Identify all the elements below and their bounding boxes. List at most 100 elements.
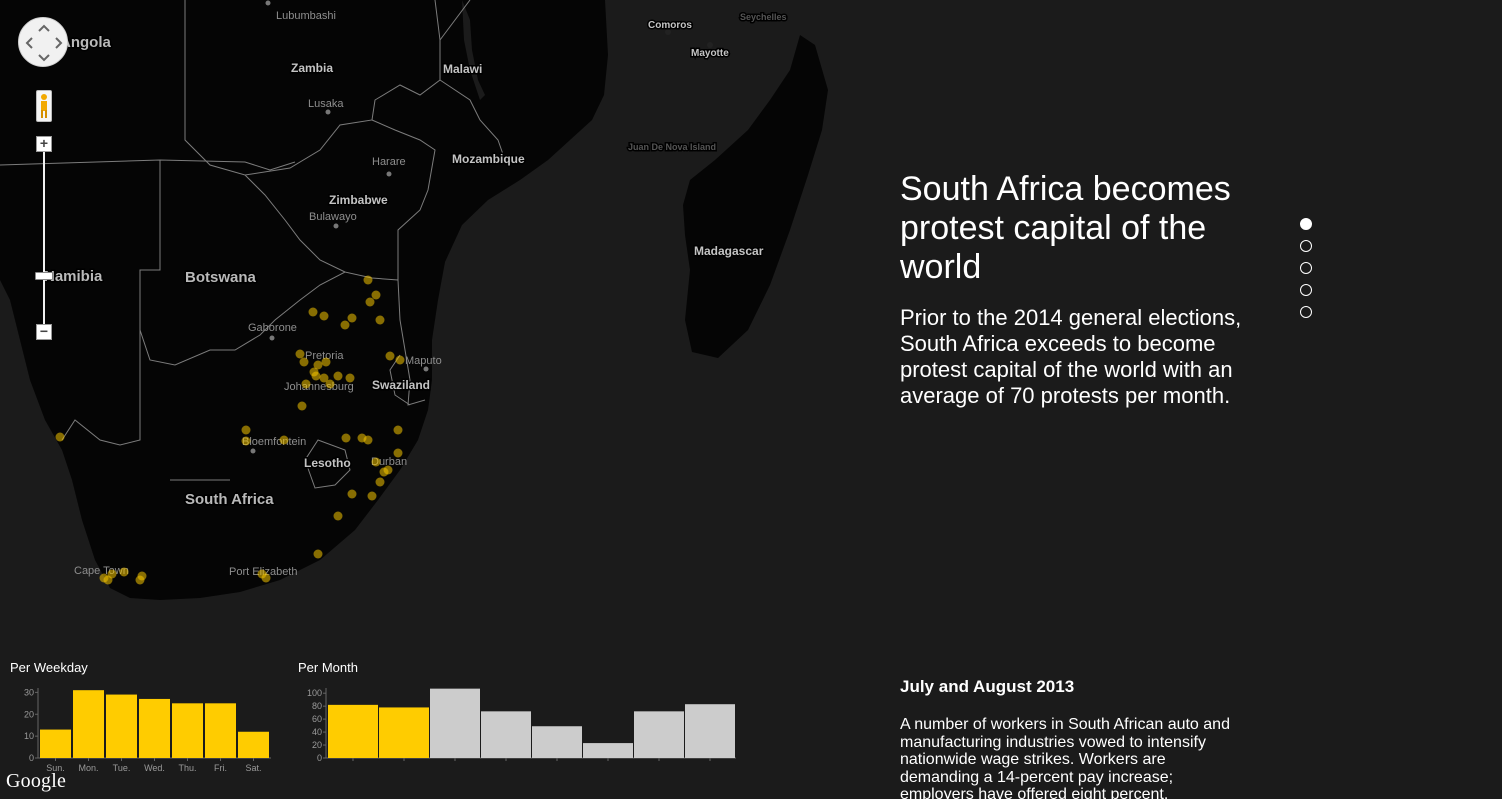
pan-control[interactable]	[18, 17, 68, 67]
protest-dot[interactable]	[55, 432, 65, 442]
pan-arrows-icon[interactable]	[19, 18, 69, 68]
bar[interactable]	[172, 703, 203, 758]
protest-dot[interactable]	[347, 313, 357, 323]
protest-dot[interactable]	[313, 549, 323, 559]
protest-dot[interactable]	[367, 491, 377, 501]
pager-dot[interactable]	[1300, 240, 1312, 252]
protest-dot[interactable]	[385, 351, 395, 361]
bar[interactable]	[205, 703, 236, 758]
label-maputo: Maputo	[405, 355, 442, 367]
label-comoros: Comoros	[648, 20, 692, 31]
bar[interactable]	[532, 726, 582, 758]
zoom-slider-track[interactable]	[43, 150, 45, 326]
label-juan-de-nova: Juan De Nova Island	[628, 142, 716, 152]
map-svg[interactable]: Angola Zambia Malawi Mozambique Zimbabwe…	[0, 0, 880, 660]
zoom-out-button[interactable]: −	[36, 324, 52, 340]
google-logo[interactable]: Google	[6, 770, 67, 792]
label-lesotho: Lesotho	[304, 456, 351, 470]
label-botswana: Botswana	[185, 269, 257, 286]
bar[interactable]	[430, 688, 480, 758]
bar[interactable]	[40, 729, 71, 758]
land-madagascar	[683, 35, 828, 358]
y-tick-label: 60	[312, 714, 322, 724]
protest-dot[interactable]	[319, 311, 329, 321]
protest-dot[interactable]	[325, 379, 335, 389]
month-chart-title: Per Month	[298, 660, 358, 675]
label-johannesburg: Johannesburg	[284, 381, 354, 393]
map-canvas[interactable]: Angola Zambia Malawi Mozambique Zimbabwe…	[0, 0, 880, 660]
protest-dot[interactable]	[375, 315, 385, 325]
protest-dot[interactable]	[363, 275, 373, 285]
protest-dot[interactable]	[333, 511, 343, 521]
pager-dot[interactable]	[1300, 306, 1312, 318]
y-tick-label: 10	[24, 731, 34, 741]
pager-dot[interactable]	[1300, 262, 1312, 274]
label-madagascar: Madagascar	[694, 244, 764, 258]
bar[interactable]	[481, 711, 531, 758]
protest-dot[interactable]	[241, 425, 251, 435]
story-intro: Prior to the 2014 general elections, Sou…	[900, 305, 1242, 408]
protest-dot[interactable]	[261, 573, 271, 583]
zoom-slider-thumb[interactable]	[35, 272, 53, 280]
label-pretoria: Pretoria	[305, 350, 344, 362]
bar[interactable]	[685, 704, 735, 758]
bar[interactable]	[583, 743, 633, 758]
label-zambia: Zambia	[291, 61, 333, 75]
protest-dot[interactable]	[393, 448, 403, 458]
label-bulawayo: Bulawayo	[309, 211, 357, 223]
street-view-pegman-icon[interactable]	[36, 90, 52, 122]
protest-dot[interactable]	[241, 436, 251, 446]
y-tick-label: 20	[312, 740, 322, 750]
protest-dot[interactable]	[321, 357, 331, 367]
bar[interactable]	[73, 690, 104, 758]
protest-dot[interactable]	[365, 297, 375, 307]
protest-dot[interactable]	[301, 379, 311, 389]
y-tick-label: 0	[29, 753, 34, 763]
bar[interactable]	[238, 731, 269, 758]
protest-dot[interactable]	[279, 435, 289, 445]
month-bar-chart[interactable]: 0 20 40 60 80 100	[290, 678, 750, 778]
protest-dot[interactable]	[333, 371, 343, 381]
protest-dot[interactable]	[295, 349, 305, 359]
protest-dot[interactable]	[297, 401, 307, 411]
protest-dot[interactable]	[135, 575, 145, 585]
protest-dot[interactable]	[309, 367, 319, 377]
protest-dot[interactable]	[371, 290, 381, 300]
label-mozambique: Mozambique	[452, 152, 525, 166]
bar[interactable]	[106, 694, 137, 758]
protest-dot[interactable]	[341, 433, 351, 443]
bar[interactable]	[139, 698, 170, 758]
protest-dot[interactable]	[363, 435, 373, 445]
pager-dot[interactable]	[1300, 284, 1312, 296]
pager-dot[interactable]	[1300, 218, 1312, 230]
protest-dot[interactable]	[107, 569, 117, 579]
protest-dot[interactable]	[395, 355, 405, 365]
zoom-in-button[interactable]: +	[36, 136, 52, 152]
protest-dot[interactable]	[375, 477, 385, 487]
protest-dot[interactable]	[379, 467, 389, 477]
protest-dot[interactable]	[299, 357, 309, 367]
weekday-bar-chart[interactable]: 0 10 20 30 Sun. Mon. Tue. Wed. Thu. Fri. Sat.	[0, 678, 280, 778]
bar[interactable]	[379, 707, 429, 758]
protest-dot[interactable]	[308, 307, 318, 317]
land-africa	[0, 0, 608, 600]
slide-pager[interactable]	[1300, 218, 1314, 328]
protest-dot[interactable]	[393, 425, 403, 435]
protest-dot[interactable]	[340, 320, 350, 330]
protest-dot[interactable]	[119, 567, 129, 577]
x-tick-label: Sun.	[46, 763, 65, 773]
protest-dot[interactable]	[371, 457, 381, 467]
protest-dot[interactable]	[347, 489, 357, 499]
label-bloemfontein: Bloemfontein	[242, 436, 306, 448]
protest-dot[interactable]	[319, 373, 329, 383]
bar[interactable]	[328, 704, 378, 758]
section-heading: July and August 2013	[900, 677, 1075, 696]
label-durban: Durban	[371, 456, 407, 468]
protest-dots-layer[interactable]	[55, 275, 405, 585]
protest-dot[interactable]	[345, 373, 355, 383]
protest-dot[interactable]	[313, 360, 323, 370]
y-tick-label: 40	[312, 727, 322, 737]
x-tick-label: Fri.	[214, 763, 227, 773]
bar[interactable]	[634, 711, 684, 758]
